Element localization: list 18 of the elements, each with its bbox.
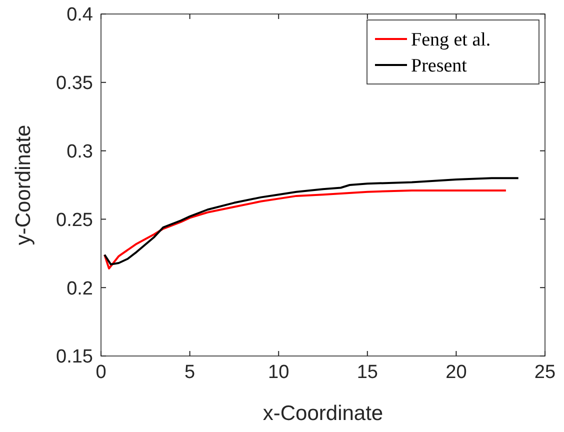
x-axis-title: x-Coordinate — [262, 402, 384, 425]
line-series — [104, 189, 507, 270]
x-tick-label: 10 — [268, 362, 290, 383]
legend-label: Present — [411, 56, 468, 77]
y-tick-label: 0.25 — [56, 210, 93, 231]
x-tick-label: 20 — [446, 362, 467, 383]
x-tick-label: 0 — [96, 362, 106, 383]
y-tick-label: 0.15 — [56, 346, 93, 368]
x-tick-label: 25 — [534, 362, 556, 383]
y-tick-label: 0.35 — [56, 73, 93, 94]
y-tick-label: 0.4 — [66, 4, 94, 26]
y-axis-title: y-Coordinate — [12, 124, 35, 246]
x-tick-label: 15 — [356, 362, 378, 383]
y-tick-label: 0.2 — [66, 278, 93, 300]
x-tick-label: 5 — [184, 362, 196, 383]
line-series — [104, 177, 520, 266]
legend-label: Feng et al. — [411, 30, 491, 51]
y-tick-label: 0.3 — [66, 141, 93, 162]
